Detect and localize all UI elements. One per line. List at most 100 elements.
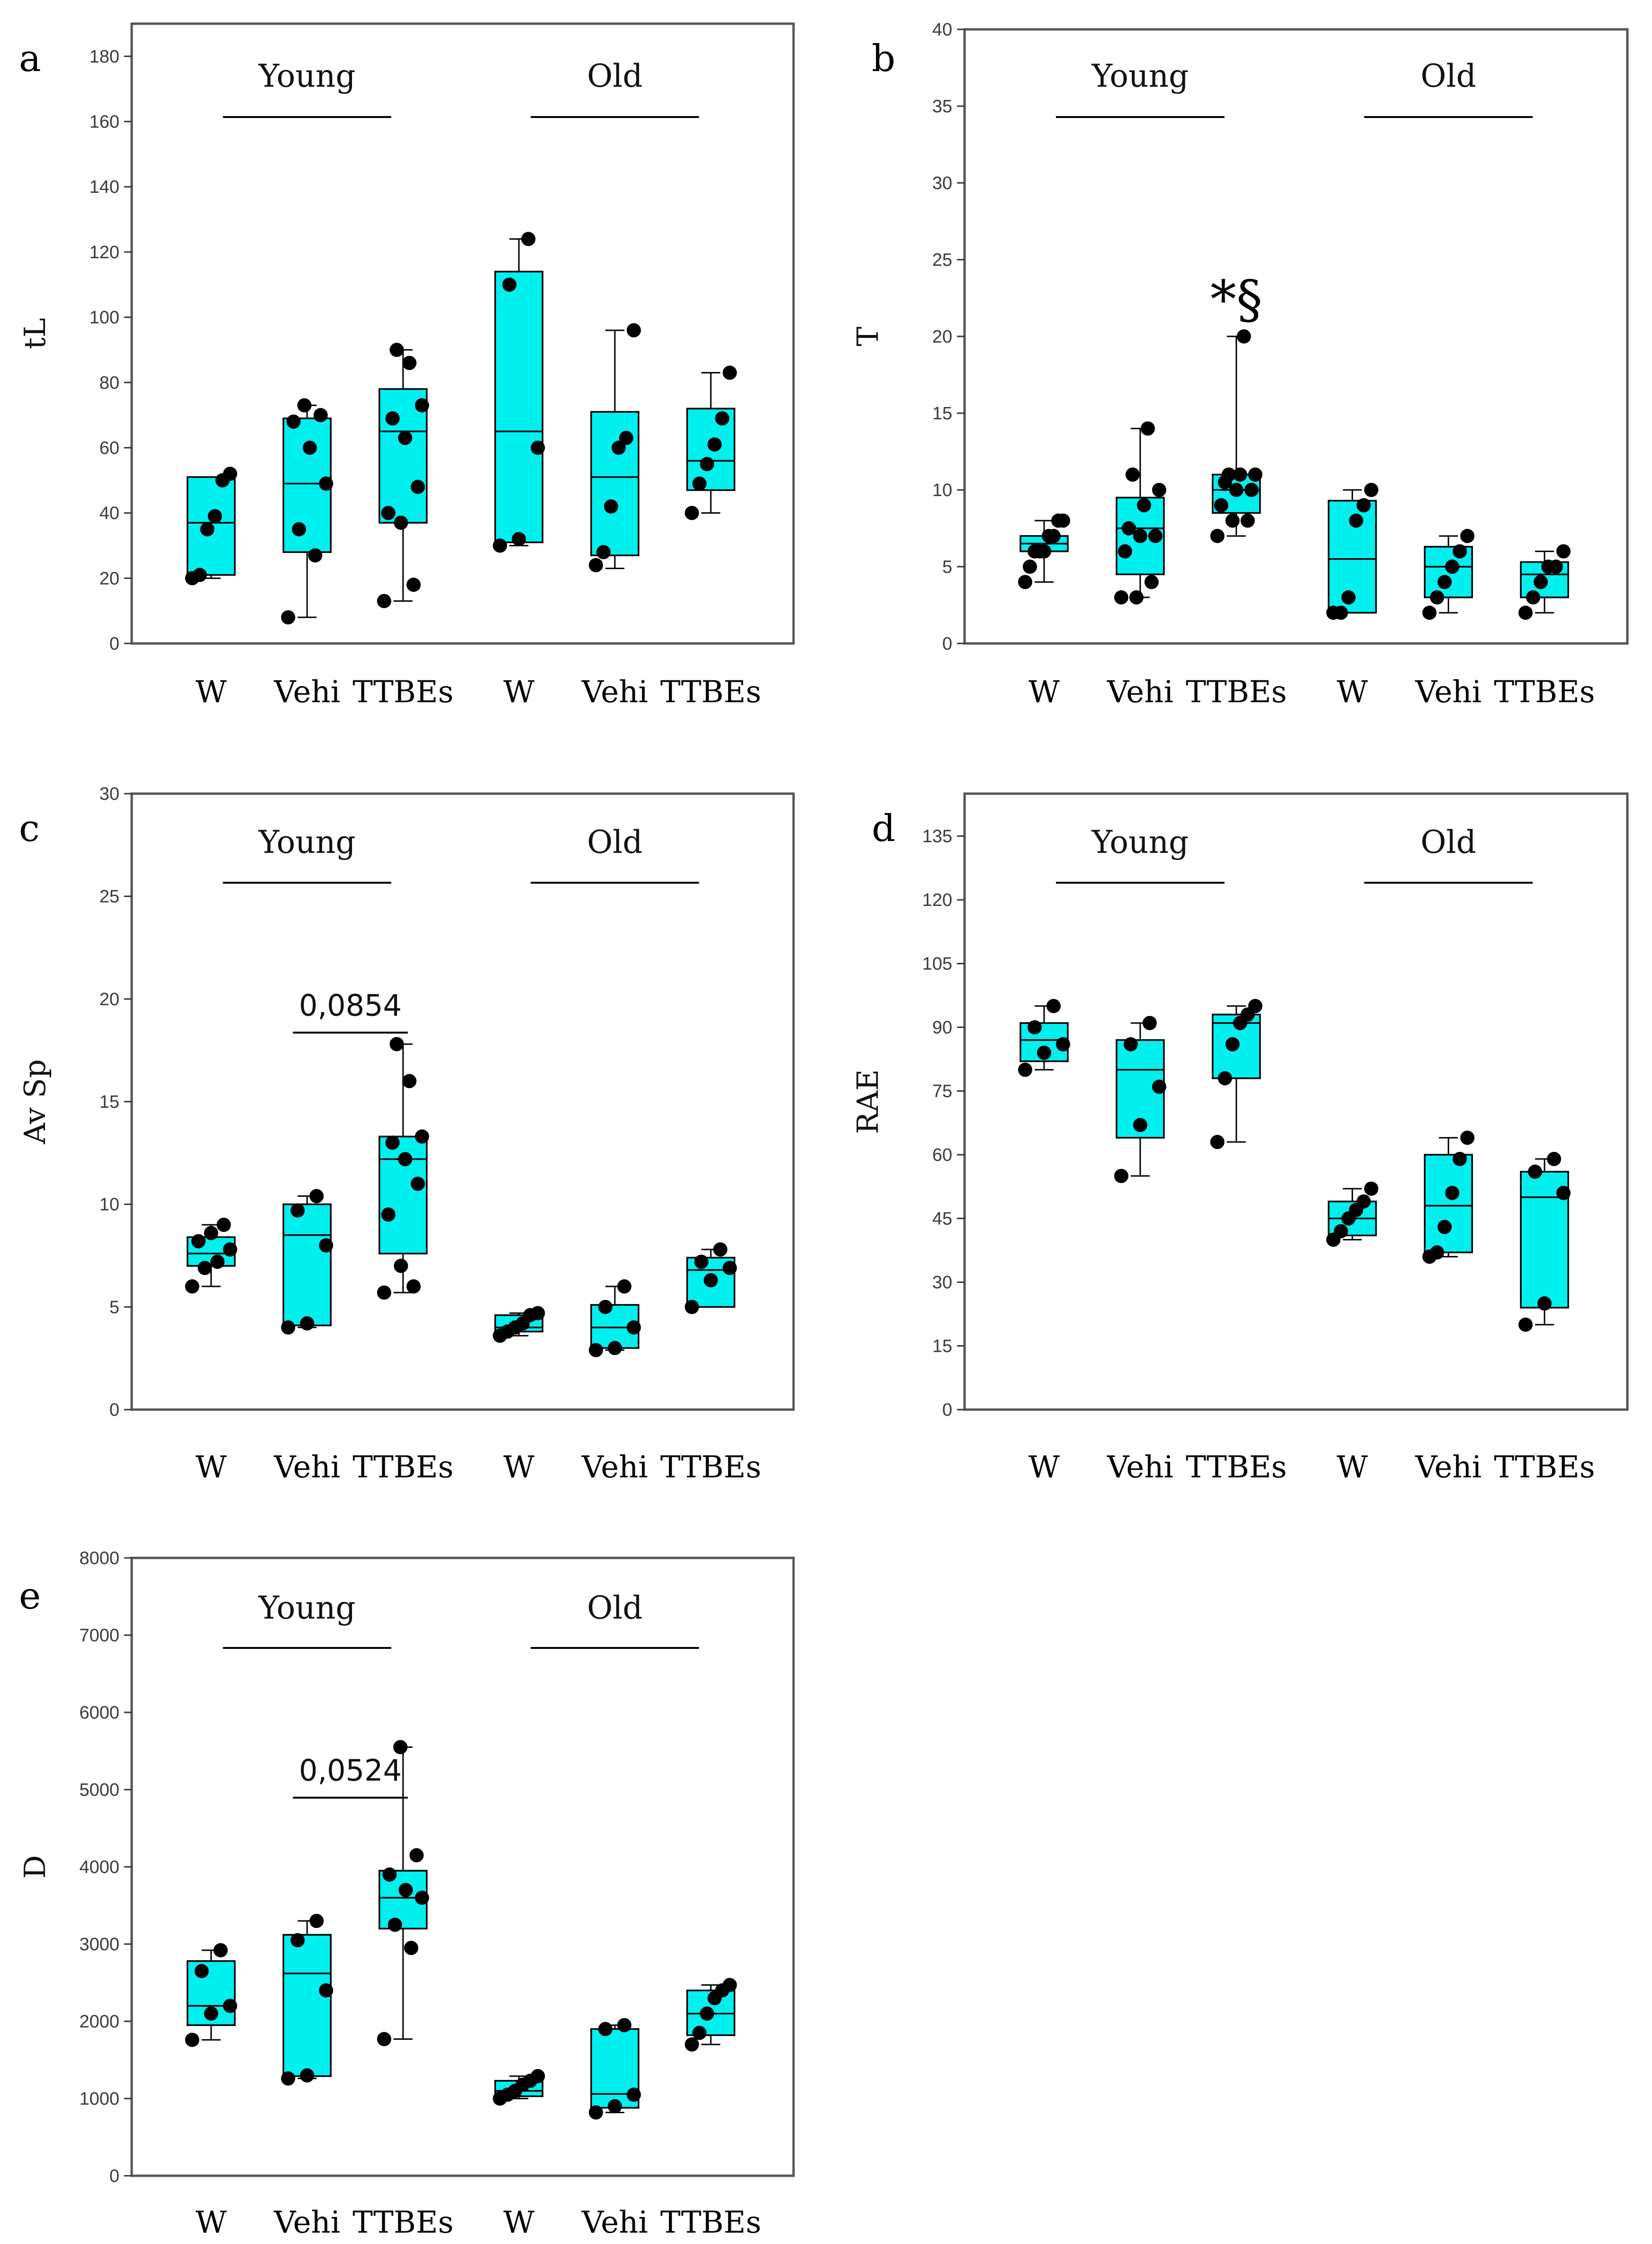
y-tick-label: 0 bbox=[942, 634, 952, 654]
box-4 bbox=[493, 1306, 545, 1343]
box-6 bbox=[685, 365, 737, 520]
data-point bbox=[626, 1320, 641, 1335]
data-point bbox=[388, 1918, 402, 1932]
panel-letter: d bbox=[872, 807, 895, 850]
data-point bbox=[1518, 1317, 1533, 1332]
y-tick-label: 90 bbox=[932, 1018, 952, 1038]
data-point bbox=[308, 548, 323, 563]
box-3 bbox=[1210, 329, 1263, 543]
data-point bbox=[1121, 521, 1136, 535]
data-point bbox=[1430, 590, 1444, 605]
data-point bbox=[1148, 529, 1163, 543]
box-iqr bbox=[494, 271, 543, 543]
data-point bbox=[281, 2071, 296, 2086]
category-label: W bbox=[1337, 675, 1368, 710]
group-label: Old bbox=[587, 1590, 642, 1626]
data-point bbox=[1237, 329, 1251, 344]
data-point bbox=[1225, 1037, 1240, 1051]
group-label: Young bbox=[258, 1590, 356, 1626]
data-point bbox=[302, 440, 317, 455]
data-point bbox=[1142, 1016, 1157, 1031]
y-axis-label: Av Sp bbox=[18, 1059, 52, 1144]
y-tick-label: 0 bbox=[109, 2166, 119, 2186]
data-point bbox=[409, 1848, 424, 1863]
box-2 bbox=[281, 1914, 334, 2086]
box-4 bbox=[1326, 1181, 1379, 1247]
y-tick-label: 105 bbox=[922, 954, 952, 974]
y-tick-label: 4000 bbox=[79, 1857, 119, 1877]
box-5 bbox=[588, 323, 641, 572]
category-label: W bbox=[196, 1450, 227, 1485]
data-point bbox=[223, 1999, 237, 2013]
y-tick-label: 135 bbox=[922, 827, 952, 847]
y-tick-label: 0 bbox=[942, 1400, 952, 1420]
data-point bbox=[1114, 590, 1128, 605]
data-point bbox=[319, 476, 334, 491]
y-tick-label: 80 bbox=[99, 373, 119, 393]
panel-e: e 0 1000 2000 3000 4000 5000 6000 7000 8000 D Young… bbox=[18, 1548, 795, 2240]
category-label: Vehi bbox=[581, 2205, 648, 2240]
y-tick-label: 30 bbox=[932, 173, 952, 193]
category-label: Vehi bbox=[1107, 675, 1174, 710]
data-point bbox=[713, 1242, 728, 1257]
y-tick-label: 30 bbox=[99, 784, 119, 804]
data-point bbox=[700, 457, 714, 471]
y-tick-label: 45 bbox=[932, 1209, 952, 1229]
data-point bbox=[1221, 467, 1236, 482]
category-label: TTBEs bbox=[1494, 675, 1595, 710]
data-point bbox=[604, 499, 618, 514]
box-iqr bbox=[1424, 546, 1473, 598]
data-point bbox=[598, 2022, 613, 2036]
data-point bbox=[1460, 1131, 1475, 1145]
data-point bbox=[617, 1279, 632, 1294]
data-point bbox=[1133, 529, 1147, 543]
category-label: W bbox=[196, 675, 227, 710]
data-point bbox=[700, 2006, 714, 2021]
category-label: TTBEs bbox=[660, 1450, 761, 1485]
data-point bbox=[1453, 544, 1467, 559]
category-label: Vehi bbox=[1107, 1450, 1174, 1485]
data-point bbox=[1233, 467, 1247, 482]
category-label: Vehi bbox=[581, 1450, 648, 1485]
data-point bbox=[1123, 1037, 1138, 1051]
y-tick-label: 5000 bbox=[79, 1780, 119, 1800]
data-point bbox=[1244, 483, 1259, 497]
data-point bbox=[404, 1941, 418, 1955]
box-6 bbox=[685, 1978, 737, 2052]
data-point bbox=[382, 1867, 397, 1882]
data-point bbox=[223, 467, 237, 481]
box-1 bbox=[185, 1218, 237, 1294]
y-tick-label: 120 bbox=[90, 243, 119, 262]
y-tick-label: 15 bbox=[99, 1092, 119, 1112]
data-point bbox=[204, 2006, 218, 2021]
data-point bbox=[626, 2087, 641, 2102]
data-point bbox=[1140, 421, 1155, 436]
box-1 bbox=[1018, 999, 1070, 1077]
data-point bbox=[493, 538, 507, 553]
data-point bbox=[377, 2032, 391, 2046]
category-label: W bbox=[503, 675, 534, 710]
data-point bbox=[402, 355, 417, 370]
data-point bbox=[300, 1316, 315, 1330]
data-point bbox=[290, 1203, 305, 1218]
data-point bbox=[1341, 590, 1356, 605]
data-point bbox=[694, 1255, 709, 1269]
y-tick-label: 25 bbox=[99, 887, 119, 907]
data-point bbox=[722, 1261, 737, 1275]
group-label: Old bbox=[587, 58, 642, 94]
data-point bbox=[1549, 560, 1563, 574]
category-label: TTBEs bbox=[1186, 675, 1287, 710]
data-point bbox=[394, 1258, 408, 1273]
category-label: Vehi bbox=[273, 1450, 340, 1485]
data-point bbox=[319, 1983, 334, 1998]
category-label: Vehi bbox=[1415, 675, 1481, 710]
data-point bbox=[1248, 467, 1263, 482]
data-point bbox=[1046, 529, 1061, 543]
data-point bbox=[1210, 529, 1225, 543]
data-point bbox=[1445, 560, 1460, 574]
data-point bbox=[1547, 1152, 1562, 1167]
category-label: W bbox=[1029, 1450, 1060, 1485]
data-point bbox=[415, 398, 429, 413]
data-point bbox=[1133, 1118, 1147, 1132]
